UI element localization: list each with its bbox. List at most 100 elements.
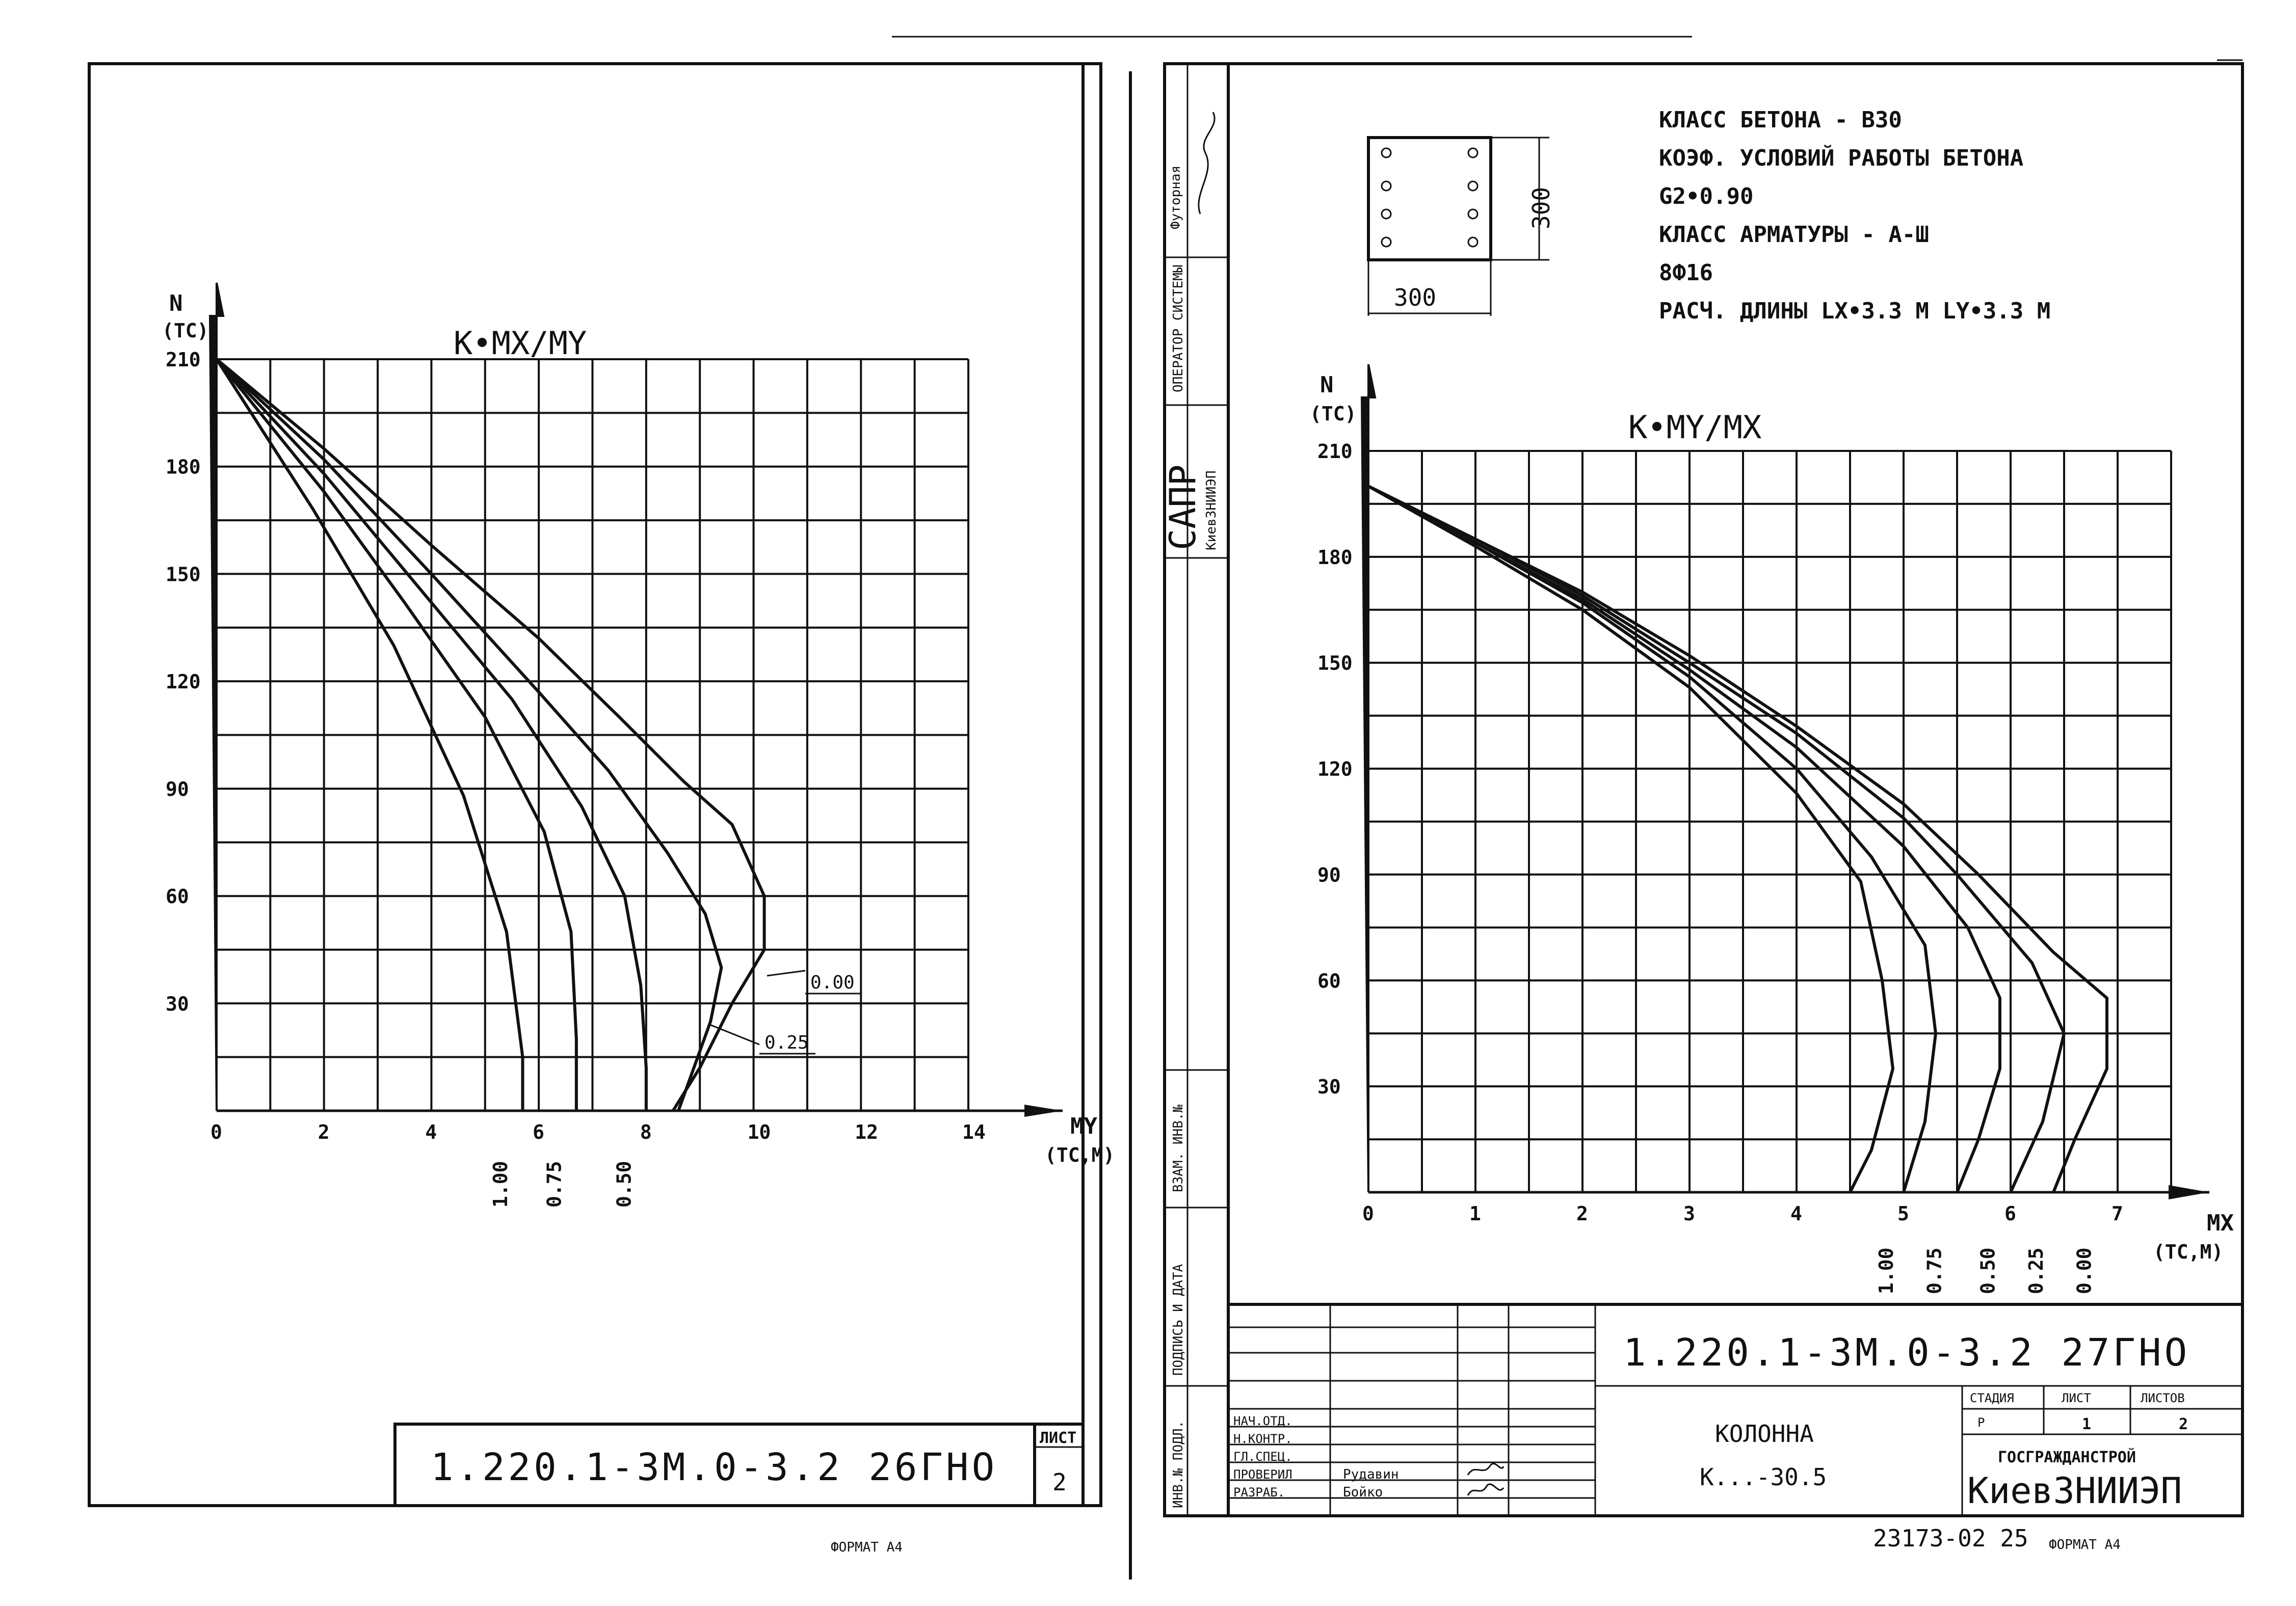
- x-tick-label: 4: [425, 1121, 437, 1143]
- sheets-value: 2: [2179, 1415, 2188, 1433]
- left-curves: [215, 358, 766, 1112]
- spec-coef: КОЭФ. УСЛОВИЙ РАБОТЫ БЕТОНА: [1659, 144, 2023, 171]
- left-curve-side-labels: 1.00 0.75 0.50: [489, 1161, 635, 1208]
- role-chief: ГЛ.СПЕЦ.: [1233, 1450, 1292, 1464]
- callout-leader-000: [767, 970, 806, 977]
- signature-mark: [1198, 112, 1216, 215]
- right-sheet: Футорная ОПЕРАТОР СИСТЕМЫ САПР КиевЗНИИЭ…: [1162, 59, 2244, 1553]
- spec-rebar-class: КЛАСС АРМАТУРЫ - А-Ш: [1659, 222, 1929, 248]
- x-tick-label: 14: [962, 1121, 986, 1143]
- x-tick-label: 5: [1897, 1202, 1909, 1225]
- doc-number: 23173-02 25: [1873, 1524, 2028, 1552]
- left-format-label: ФОРМАТ А4: [831, 1540, 903, 1555]
- x-tick-label: 10: [748, 1121, 771, 1143]
- section-outline: [1367, 136, 1492, 261]
- x-tick-label: 6: [533, 1121, 544, 1143]
- right-ylabel-name: N: [1320, 372, 1334, 398]
- y-tick-label: 90: [166, 778, 189, 800]
- sheet-label: ЛИСТ: [2062, 1391, 2091, 1405]
- left-ylabel-unit: (ТС): [162, 319, 209, 342]
- name-developed: Бойко: [1343, 1485, 1383, 1500]
- right-x-arrow: [2169, 1185, 2209, 1199]
- y-tick-label: 210: [166, 349, 201, 371]
- series-line-1: [215, 358, 723, 1112]
- spec-lengths: РАСЧ. ДЛИНЫ LX•3.3 М LY•3.3 М: [1659, 298, 2050, 324]
- rebar-dot: [1381, 208, 1392, 220]
- bottom-curve-label: 0.25: [2025, 1247, 2047, 1294]
- rebar-dot: [1381, 236, 1392, 248]
- y-tick-label: 180: [1317, 546, 1353, 569]
- bottom-curve-label: 0.75: [1923, 1247, 1946, 1294]
- y-tick-label: 180: [166, 456, 201, 478]
- left-x-arrow: [1024, 1105, 1063, 1117]
- column-section: 300 300: [1367, 136, 1555, 316]
- x-tick-label: 2: [318, 1121, 330, 1143]
- stamp-podpis: ПОДПИСЬ И ДАТА: [1171, 1264, 1186, 1376]
- bottom-curve-label: 0.50: [1977, 1247, 1999, 1294]
- role-checked: ПРОВЕРИЛ: [1233, 1467, 1292, 1482]
- right-xlabel-name: MX: [2207, 1210, 2234, 1236]
- bottom-curve-label: 1.00: [1875, 1247, 1897, 1294]
- signature-checked: [1467, 1463, 1505, 1476]
- side-curve-label: 0.75: [543, 1161, 565, 1208]
- org-line-1: ГОСГРАЖДАНСТРОЙ: [1998, 1448, 2136, 1466]
- side-stamp: Футорная ОПЕРАТОР СИСТЕМЫ САПР КиевЗНИИЭ…: [1162, 112, 1228, 1508]
- left-sheet-no-box: [1033, 1423, 1085, 1507]
- right-curves: [1367, 485, 2108, 1193]
- rebar-dot: [1381, 180, 1392, 192]
- spec-notes: КЛАСС БЕТОНА - В30 КОЭФ. УСЛОВИЙ РАБОТЫ …: [1659, 107, 2050, 324]
- series-line-3: [215, 358, 578, 1111]
- left-sheet-label: ЛИСТ: [1040, 1429, 1076, 1447]
- series-line-4: [1367, 485, 1894, 1193]
- y-tick-label: 60: [1317, 970, 1341, 992]
- sheet-value: 1: [2082, 1415, 2091, 1433]
- right-chart-title: K•MY/MX: [1628, 409, 1761, 446]
- stage-value: Р: [1977, 1415, 1985, 1430]
- x-tick-label: 6: [2004, 1202, 2016, 1225]
- left-sheet: K•MX/MY N (ТС) MY (ТС,М) 210180150120906…: [88, 36, 1692, 1555]
- rebar-dot: [1467, 236, 1479, 248]
- right-drawing-code: 1.220.1-3M.0-3.2 27ГНО: [1623, 1331, 2190, 1375]
- right-grid: [1367, 450, 2172, 1193]
- left-frame: [88, 62, 1102, 1507]
- left-y-axis: [208, 282, 225, 1111]
- series-line-2: [215, 358, 648, 1111]
- item-mark: К...-30.5: [1700, 1463, 1827, 1491]
- left-y-ticks: 210 180 150 120 90 60 30: [166, 349, 201, 1015]
- stamp-operator: ОПЕРАТОР СИСТЕМЫ: [1171, 265, 1186, 392]
- item-name: КОЛОННА: [1715, 1420, 1814, 1448]
- right-ylabel-unit: (ТС): [1310, 403, 1357, 425]
- series-line-1: [1367, 485, 2066, 1193]
- x-tick-label: 3: [1683, 1202, 1695, 1225]
- series-line-0: [1367, 485, 2108, 1193]
- right-frame: [1163, 62, 2244, 1517]
- y-tick-label: 90: [1317, 864, 1341, 886]
- org-line-2: КиевЗНИИЭП: [1967, 1470, 2182, 1512]
- y-tick-label: 30: [1317, 1076, 1341, 1098]
- sheets-label: ЛИСТОВ: [2141, 1391, 2185, 1405]
- stamp-sapr: САПР: [1162, 464, 1204, 550]
- series-line-3: [1367, 485, 1937, 1193]
- callout-leader-025: [708, 1023, 760, 1046]
- callout-label-000: 0.00: [810, 972, 855, 993]
- y-tick-label: 60: [166, 886, 189, 908]
- role-developed: РАЗРАБ.: [1233, 1485, 1285, 1500]
- x-tick-label: 2: [1576, 1202, 1588, 1225]
- stamp-vzam: ВЗАМ. ИНВ.№: [1171, 1104, 1186, 1192]
- rebar-dot: [1467, 180, 1479, 192]
- section-height-label: 300: [1527, 187, 1555, 229]
- role-head: НАЧ.ОТД.: [1233, 1414, 1292, 1428]
- series-line-0: [216, 358, 766, 1112]
- left-drawing-code: 1.220.1-3M.0-3.2 26ГНО: [431, 1446, 997, 1489]
- role-norm: Н.КОНТР.: [1233, 1432, 1292, 1446]
- section-width-label: 300: [1394, 284, 1436, 311]
- x-tick-label: 8: [640, 1121, 652, 1143]
- name-checked: Рудавин: [1343, 1467, 1399, 1482]
- rebar-dot: [1467, 208, 1479, 220]
- right-y-axis: [1360, 364, 1377, 1193]
- x-tick-label: 0: [1362, 1202, 1374, 1225]
- side-curve-label: 1.00: [489, 1161, 512, 1208]
- side-curve-label: 0.50: [613, 1161, 635, 1208]
- rebar-dot: [1381, 147, 1392, 158]
- left-ylabel-name: N: [169, 290, 183, 316]
